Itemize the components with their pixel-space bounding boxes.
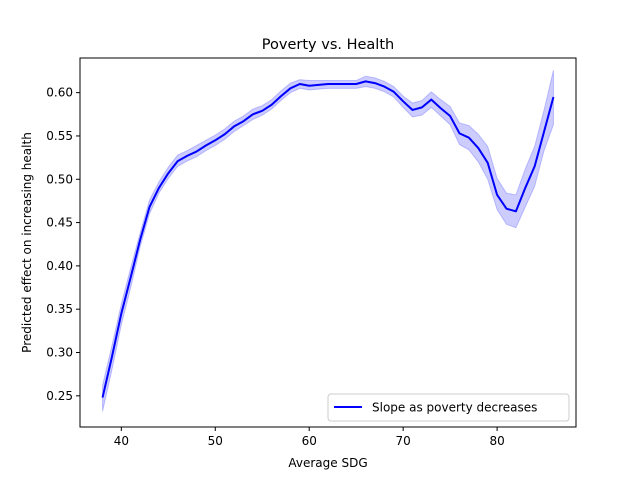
x-tick-label: 40 — [114, 434, 129, 448]
x-axis-title: Average SDG — [288, 456, 367, 470]
confidence-band-layer — [102, 70, 554, 412]
series-line-layer — [101, 80, 555, 398]
x-tick-label: 50 — [208, 434, 223, 448]
legend: Slope as poverty decreases — [327, 393, 570, 422]
legend-label: Slope as poverty decreases — [372, 401, 537, 415]
x-tick-label: 80 — [489, 434, 504, 448]
y-tick-label: 0.50 — [46, 172, 73, 186]
y-tick-label: 0.40 — [46, 259, 73, 273]
x-axis: 40 50 60 70 80 — [114, 427, 505, 448]
y-axis-title: Predicted effect on increasing health — [20, 132, 34, 353]
legend-box — [327, 393, 570, 422]
x-tick-label: 60 — [302, 434, 317, 448]
y-tick-label: 0.30 — [46, 346, 73, 360]
confidence-band — [102, 70, 554, 412]
x-tick-label: 70 — [396, 434, 411, 448]
y-tick-label: 0.55 — [46, 129, 73, 143]
y-tick-label: 0.45 — [46, 216, 73, 230]
y-tick-label: 0.60 — [46, 86, 73, 100]
plot-frame — [79, 57, 577, 428]
y-tick-label: 0.25 — [46, 389, 73, 403]
y-axis: 0.25 0.30 0.35 0.40 0.45 0.50 0.55 0.60 — [46, 86, 80, 403]
y-tick-label: 0.35 — [46, 302, 73, 316]
chart-title: Poverty vs. Health — [262, 37, 394, 53]
series-line — [101, 80, 555, 398]
